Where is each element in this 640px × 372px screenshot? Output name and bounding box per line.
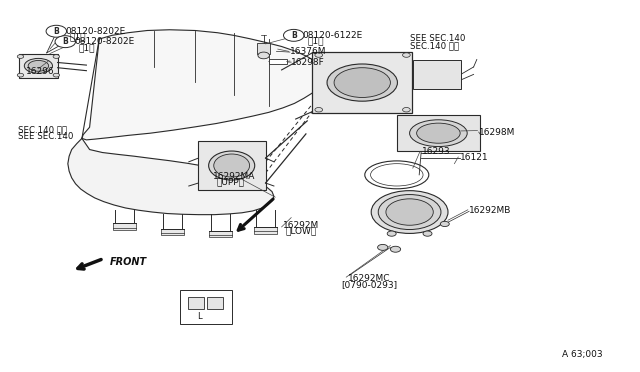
Ellipse shape (209, 151, 255, 180)
Bar (198, 141, 266, 190)
Circle shape (378, 244, 388, 250)
Bar (207, 297, 223, 309)
Circle shape (387, 231, 396, 236)
Ellipse shape (327, 64, 397, 101)
Text: 16121: 16121 (460, 153, 488, 162)
Text: 16298F: 16298F (291, 58, 325, 67)
Polygon shape (82, 30, 326, 140)
Bar (397, 115, 480, 151)
Bar (312, 52, 412, 113)
Ellipse shape (214, 154, 250, 177)
Bar (413, 60, 461, 89)
Text: 08120-8202E: 08120-8202E (74, 37, 134, 46)
Bar (113, 223, 136, 230)
Circle shape (440, 221, 449, 227)
Ellipse shape (417, 123, 460, 143)
Circle shape (46, 25, 67, 37)
Text: 08120-8202E: 08120-8202E (65, 27, 125, 36)
Circle shape (315, 108, 323, 112)
Bar (180, 290, 232, 324)
Text: SEC.140 参照: SEC.140 参照 (410, 41, 459, 50)
Bar (254, 227, 277, 234)
Bar (257, 43, 270, 54)
Text: 16376M: 16376M (290, 47, 326, 56)
Ellipse shape (24, 58, 52, 73)
Text: （UPP）: （UPP） (216, 178, 244, 187)
Text: 16296: 16296 (26, 67, 54, 76)
Text: （LOW）: （LOW） (285, 227, 317, 235)
Circle shape (53, 55, 60, 58)
Text: B: B (63, 37, 68, 46)
Text: SEE SEC.140: SEE SEC.140 (410, 34, 465, 43)
Circle shape (284, 29, 304, 41)
Bar (188, 297, 204, 309)
Circle shape (390, 246, 401, 252)
Text: 16292M: 16292M (283, 221, 319, 230)
Ellipse shape (410, 120, 467, 147)
Text: SEE SEC.140: SEE SEC.140 (18, 132, 74, 141)
Text: A 63;003: A 63;003 (562, 350, 602, 359)
Circle shape (423, 231, 432, 236)
Ellipse shape (28, 60, 49, 71)
Text: （1）: （1） (307, 37, 324, 46)
Text: 16298M: 16298M (479, 128, 515, 137)
Text: 16292MA: 16292MA (213, 172, 255, 181)
Text: B: B (54, 27, 59, 36)
Text: 16292MC: 16292MC (348, 274, 390, 283)
Text: L: L (197, 312, 202, 321)
Bar (19, 54, 58, 78)
Circle shape (53, 73, 60, 77)
Circle shape (315, 53, 323, 57)
Text: B: B (291, 31, 296, 40)
Circle shape (17, 73, 24, 77)
Ellipse shape (378, 195, 441, 230)
Text: [0790-0293]: [0790-0293] (341, 280, 397, 289)
Circle shape (55, 36, 76, 48)
Polygon shape (68, 138, 274, 215)
Bar (161, 229, 184, 235)
Text: （1）: （1） (78, 43, 95, 52)
Circle shape (258, 52, 269, 59)
Circle shape (17, 55, 24, 58)
Text: 16292MB: 16292MB (469, 206, 511, 215)
Bar (269, 59, 287, 64)
Ellipse shape (386, 199, 433, 225)
Text: （1）: （1） (69, 33, 86, 42)
Bar (209, 231, 232, 237)
Ellipse shape (371, 190, 448, 234)
Circle shape (403, 108, 410, 112)
Text: FRONT: FRONT (110, 257, 147, 267)
Text: SEC.140 参照: SEC.140 参照 (18, 126, 67, 135)
Text: 08120-6122E: 08120-6122E (303, 31, 363, 40)
Circle shape (403, 53, 410, 57)
Text: 16293: 16293 (422, 147, 451, 156)
Ellipse shape (334, 68, 390, 97)
